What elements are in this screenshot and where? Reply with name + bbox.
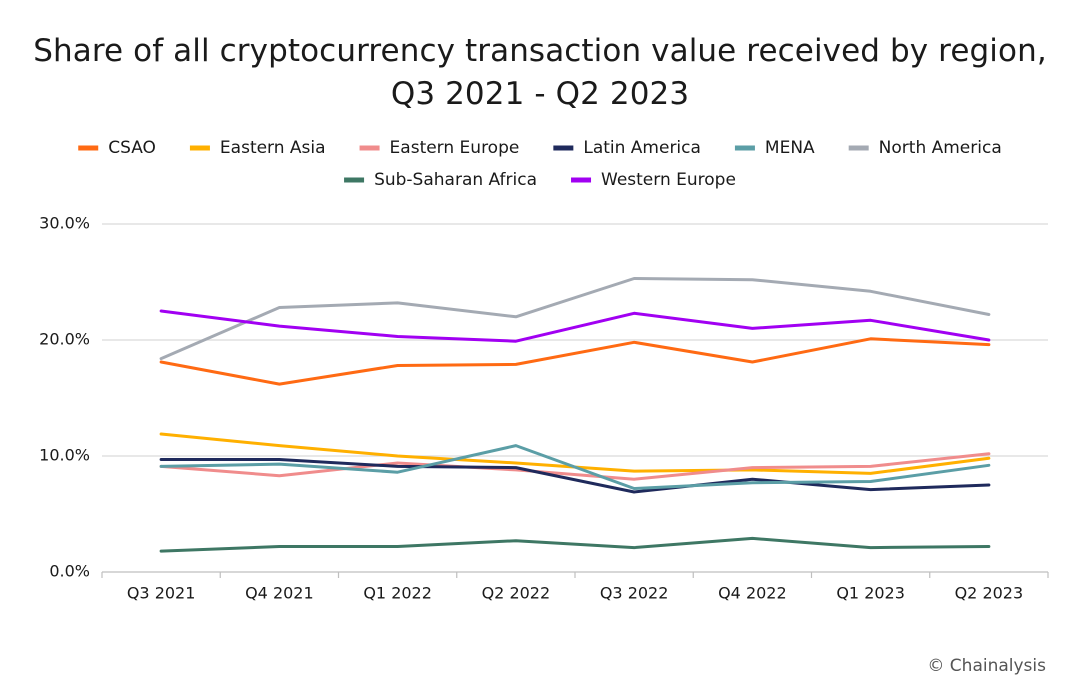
series-line-mena	[159, 444, 991, 490]
legend-swatch-eastern-asia	[189, 145, 210, 151]
chart-title: Share of all cryptocurrency transaction …	[0, 30, 1080, 116]
legend-swatch-latin-america	[553, 145, 574, 151]
y-tick-label-0: 0.0%	[49, 562, 90, 581]
gridlines	[102, 223, 1048, 573]
x-axis: Q3 2021 Q4 2021 Q1 2022 Q2 2022 Q3 2022 Q4 20…	[101, 572, 1049, 603]
x-tick-label-q2-2023: Q2 2023	[955, 584, 1024, 603]
series-line-csao	[159, 337, 991, 386]
legend-label-latin-america: Latin America	[583, 138, 701, 158]
legend-swatch-western-europe	[571, 177, 592, 183]
series-line-north-america	[159, 277, 991, 361]
series-line-sub-saharan-africa	[159, 536, 991, 553]
legend-item-sub-saharan-africa: Sub-Saharan Africa	[344, 170, 537, 190]
legend-swatch-mena	[734, 145, 755, 151]
legend: CSAO Eastern Asia Eastern Europe Latin Amer…	[78, 138, 1002, 190]
legend-item-north-america: North America	[848, 138, 1002, 158]
series-line-western-europe	[159, 309, 991, 343]
legend-item-mena: MENA	[734, 138, 815, 158]
x-tick-label-q3-2021: Q3 2021	[127, 584, 196, 603]
legend-item-csao: CSAO	[78, 138, 156, 158]
legend-item-eastern-europe: Eastern Europe	[359, 138, 520, 158]
legend-swatch-csao	[78, 145, 99, 151]
legend-swatch-sub-saharan-africa	[344, 177, 365, 183]
legend-swatch-eastern-europe	[359, 145, 380, 151]
x-tick-label-q4-2021: Q4 2021	[245, 584, 314, 603]
series-lines	[159, 277, 991, 553]
x-tick-label-q2-2022: Q2 2022	[482, 584, 551, 603]
legend-label-western-europe: Western Europe	[601, 170, 736, 190]
legend-label-csao: CSAO	[108, 138, 156, 158]
y-tick-label-2: 20.0%	[39, 330, 90, 349]
x-tick-label-q1-2022: Q1 2022	[363, 584, 432, 603]
legend-item-western-europe: Western Europe	[571, 170, 736, 190]
legend-label-eastern-europe: Eastern Europe	[390, 138, 520, 158]
x-tick-label-q3-2022: Q3 2022	[600, 584, 669, 603]
legend-label-sub-saharan-africa: Sub-Saharan Africa	[374, 170, 537, 190]
legend-label-mena: MENA	[765, 138, 815, 158]
x-tick-label-q1-2023: Q1 2023	[836, 584, 905, 603]
series-line-eastern-europe	[159, 452, 991, 481]
legend-label-north-america: North America	[879, 138, 1002, 158]
legend-label-eastern-asia: Eastern Asia	[220, 138, 326, 158]
legend-swatch-north-america	[848, 145, 869, 151]
y-tick-label-3: 30.0%	[39, 214, 90, 233]
source-credit: © Chainalysis	[927, 656, 1046, 676]
x-tick-label-q4-2022: Q4 2022	[718, 584, 787, 603]
series-line-latin-america	[159, 458, 991, 494]
chart-title-line-1: Share of all cryptocurrency transaction …	[33, 33, 1047, 69]
y-tick-label-1: 10.0%	[39, 446, 90, 465]
chart-title-line-2: Q3 2021 - Q2 2023	[390, 76, 690, 112]
legend-item-eastern-asia: Eastern Asia	[189, 138, 326, 158]
legend-item-latin-america: Latin America	[553, 138, 701, 158]
y-axis: 0.0% 10.0% 20.0% 30.0%	[39, 214, 90, 581]
